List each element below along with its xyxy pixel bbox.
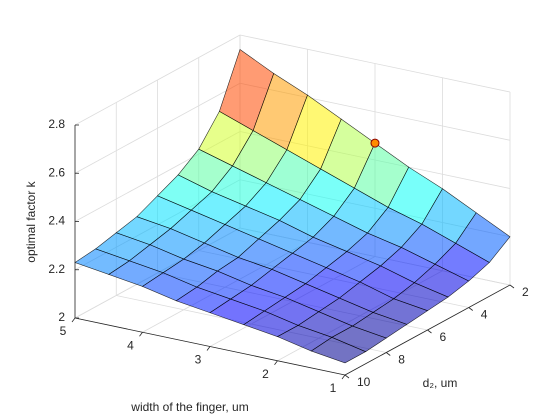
surface-patch — [310, 336, 367, 364]
z-tick-label: 2.6 — [48, 165, 65, 179]
tick-mark — [427, 329, 432, 334]
z-tick-label: 2.4 — [48, 214, 65, 228]
z-tick-label: 2.2 — [48, 262, 65, 276]
tick-mark — [341, 374, 346, 380]
surface — [74, 48, 511, 364]
highlight-point — [370, 138, 380, 148]
y-tick-label: 10 — [357, 375, 371, 389]
grid-line — [74, 34, 241, 126]
tick-mark — [509, 284, 515, 289]
y-tick-label: 6 — [440, 330, 447, 344]
y-tick-label: 2 — [522, 285, 529, 299]
tick-mark — [386, 352, 391, 356]
z-tick-label: 2.8 — [48, 117, 65, 131]
tick-mark — [344, 374, 350, 379]
x-axis-label: width of the finger, um — [130, 400, 248, 414]
z-axis-label: optimal factor k — [24, 180, 38, 262]
x-tick-label: 1 — [330, 381, 337, 395]
grid-line — [74, 82, 241, 174]
tick-mark — [139, 332, 143, 337]
y-tick-label: 8 — [398, 353, 405, 367]
y-axis-label: d₂, um — [423, 376, 458, 390]
x-tick-label: 3 — [195, 353, 202, 367]
x-tick-label: 4 — [127, 338, 134, 352]
y-tick-label: 4 — [481, 308, 488, 322]
x-tick-label: 2 — [262, 367, 269, 381]
tick-mark — [468, 307, 473, 311]
tick-mark — [274, 360, 278, 365]
x-tick-label: 5 — [60, 324, 67, 338]
z-tick-label: 2 — [58, 310, 65, 324]
tick-mark — [206, 346, 211, 351]
grid-line — [239, 34, 511, 93]
tick-mark — [71, 317, 76, 323]
